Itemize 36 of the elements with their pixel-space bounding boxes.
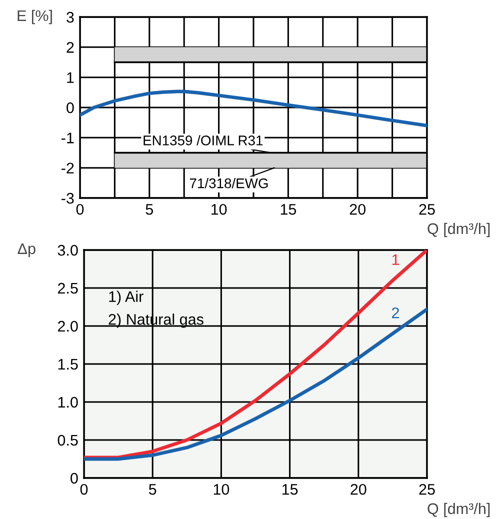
line-series bbox=[80, 90, 427, 128]
y-tick-label: -3 bbox=[62, 192, 74, 204]
x-tick-label: 25 bbox=[419, 484, 435, 495]
series-label: 2 bbox=[392, 307, 399, 318]
x-axis-title: Q [dm³/h] bbox=[428, 502, 490, 518]
x-tick-label: 15 bbox=[280, 204, 296, 215]
y-tick-label: 2 bbox=[66, 42, 74, 53]
line-series bbox=[84, 308, 427, 461]
y-tick-label: 2.5 bbox=[58, 282, 78, 294]
x-tick-label: 10 bbox=[214, 484, 230, 495]
annotation: 71/318/EWG bbox=[190, 178, 268, 188]
y-tick-label: 1 bbox=[67, 72, 74, 83]
y-tick-label: 1.5 bbox=[58, 359, 78, 370]
x-tick-label: 5 bbox=[146, 204, 154, 215]
annotation: 1) Air bbox=[109, 290, 144, 305]
y-tick-label: 0 bbox=[70, 472, 78, 484]
y-tick-label: 0 bbox=[66, 102, 74, 114]
y-axis-title: E [%] bbox=[18, 10, 52, 24]
x-axis-title: Q [dm³/h] bbox=[428, 222, 490, 238]
y-tick-label: 0.5 bbox=[58, 434, 78, 446]
x-tick-label: 20 bbox=[350, 484, 366, 495]
x-tick-label: 20 bbox=[350, 204, 366, 215]
x-tick-label: 25 bbox=[419, 204, 435, 215]
x-tick-label: 10 bbox=[211, 204, 227, 215]
y-axis-title: Δp bbox=[18, 243, 36, 258]
y-tick-label: 3 bbox=[66, 12, 74, 23]
x-tick-label: 0 bbox=[80, 484, 88, 495]
x-tick-label: 15 bbox=[282, 484, 298, 495]
y-tick-label: 1.0 bbox=[58, 396, 78, 408]
x-tick-label: 5 bbox=[148, 484, 156, 495]
annotation: EN1359 /OIML R31 bbox=[144, 135, 263, 146]
series-label: 1 bbox=[392, 254, 399, 265]
y-tick-label: 2.0 bbox=[58, 320, 78, 332]
y-tick-label: -1 bbox=[62, 132, 74, 144]
y-tick-label: 3.0 bbox=[58, 244, 78, 256]
y-tick-label: -2 bbox=[62, 162, 74, 174]
